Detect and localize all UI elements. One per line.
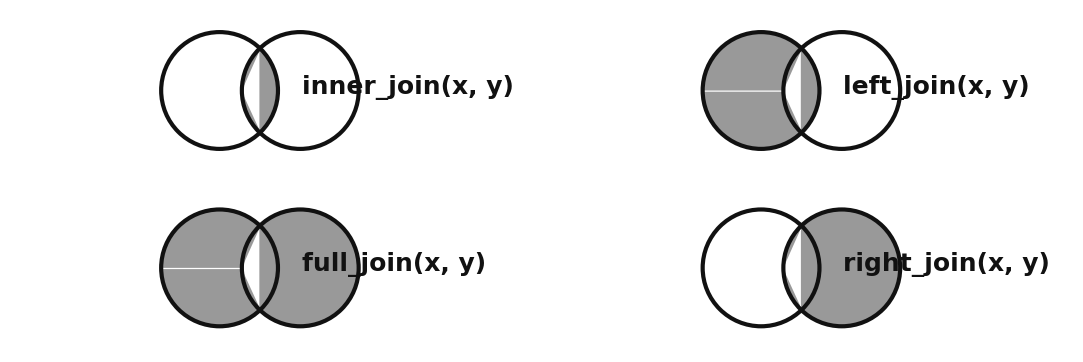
PathPatch shape bbox=[260, 32, 358, 149]
PathPatch shape bbox=[242, 226, 278, 310]
Text: full_join(x, y): full_join(x, y) bbox=[302, 252, 486, 277]
PathPatch shape bbox=[703, 32, 801, 149]
PathPatch shape bbox=[801, 210, 900, 326]
Text: right_join(x, y): right_join(x, y) bbox=[844, 252, 1051, 277]
PathPatch shape bbox=[703, 210, 801, 326]
Text: inner_join(x, y): inner_join(x, y) bbox=[302, 75, 513, 100]
PathPatch shape bbox=[801, 32, 900, 149]
PathPatch shape bbox=[161, 210, 260, 326]
PathPatch shape bbox=[783, 49, 820, 132]
PathPatch shape bbox=[161, 32, 260, 149]
PathPatch shape bbox=[242, 49, 278, 132]
PathPatch shape bbox=[783, 226, 820, 310]
Text: left_join(x, y): left_join(x, y) bbox=[844, 75, 1030, 100]
PathPatch shape bbox=[260, 210, 358, 326]
